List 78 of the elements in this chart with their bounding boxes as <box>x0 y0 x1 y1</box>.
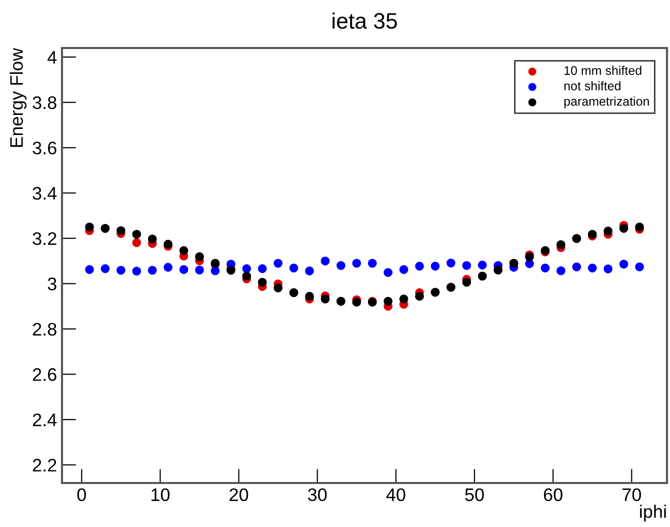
point <box>179 246 188 255</box>
point <box>446 258 456 268</box>
x-axis-title: iphi <box>640 504 666 522</box>
x-tick-label: 40 <box>386 488 406 502</box>
y-tick-label: 2.6 <box>32 368 56 381</box>
point <box>604 264 612 274</box>
point <box>274 258 282 268</box>
point <box>556 240 566 250</box>
point <box>116 226 126 235</box>
point <box>604 226 612 236</box>
point <box>164 262 172 272</box>
point <box>415 292 424 301</box>
point <box>336 261 346 270</box>
point <box>415 262 424 271</box>
legend-label: parametrization <box>564 96 649 108</box>
point <box>85 265 94 274</box>
point <box>274 284 282 292</box>
point <box>305 292 314 301</box>
point <box>242 272 252 281</box>
point <box>352 258 362 268</box>
point <box>478 260 487 270</box>
point <box>462 261 472 270</box>
point <box>619 224 628 233</box>
x-tick-label: 20 <box>230 488 248 502</box>
x-tick-label: 50 <box>465 488 484 502</box>
point <box>352 298 362 307</box>
x-tick-label: 10 <box>152 488 170 502</box>
point <box>635 222 644 232</box>
point <box>195 252 204 262</box>
point <box>430 262 440 271</box>
legend-label: not shifted <box>564 81 620 90</box>
point <box>210 266 220 276</box>
point <box>556 266 566 276</box>
point <box>399 294 408 304</box>
y-tick-label: 3.2 <box>32 232 56 246</box>
x-tick-label: 70 <box>622 488 641 502</box>
point <box>179 265 188 274</box>
point <box>242 264 252 274</box>
point <box>320 294 330 304</box>
point <box>384 268 392 277</box>
point <box>85 222 94 232</box>
x-tick-label: 30 <box>308 488 327 502</box>
x-tick-label: 60 <box>544 488 562 502</box>
point <box>132 238 142 248</box>
point <box>635 262 644 272</box>
point <box>368 258 377 268</box>
point <box>148 234 157 244</box>
point <box>258 264 267 274</box>
y-tick-label: 2.4 <box>32 413 57 426</box>
point <box>116 266 126 275</box>
chart-title: ieta 35 <box>332 12 397 29</box>
y-tick-label: 3 <box>48 278 56 290</box>
point <box>195 266 204 274</box>
point <box>462 278 472 287</box>
y-tick-label: 3.8 <box>32 96 56 110</box>
point <box>588 264 597 272</box>
point <box>525 252 534 262</box>
point <box>132 230 142 239</box>
point <box>148 266 157 275</box>
y-axis-title: Energy Flow <box>10 48 26 147</box>
y-tick-label: 3.4 <box>32 186 57 200</box>
point <box>399 265 408 274</box>
point <box>305 266 314 276</box>
point <box>572 262 582 272</box>
point <box>540 264 550 272</box>
point <box>258 278 267 287</box>
y-tick-label: 3.6 <box>32 142 56 154</box>
point <box>619 260 628 269</box>
legend-label: 10 mm shifted <box>564 66 642 75</box>
y-tick-label: 2.8 <box>32 322 56 336</box>
point <box>100 264 110 274</box>
y-tick-label: 2.2 <box>32 458 56 472</box>
point <box>320 256 330 266</box>
y-tick-label: 4 <box>48 51 57 64</box>
point <box>384 296 392 306</box>
point <box>289 264 298 272</box>
point <box>132 266 142 276</box>
x-tick-label: 0 <box>77 488 86 502</box>
